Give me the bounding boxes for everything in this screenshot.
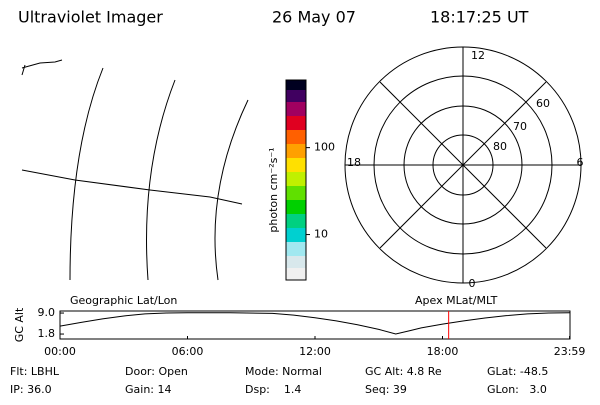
status: Seq: 39 <box>365 383 407 396</box>
lat-label: 80 <box>493 140 507 153</box>
y-tick-label: 1.8 <box>38 327 56 340</box>
altitude-line <box>59 312 570 335</box>
x-tick-label: 23:59 <box>554 345 586 358</box>
colorbar-tick-label: 10 <box>314 228 328 241</box>
mlt-label: 18 <box>347 156 361 169</box>
colorbar <box>285 79 307 281</box>
y-tick-label: 9.0 <box>38 306 56 319</box>
status: Mode: Normal <box>245 365 322 378</box>
status: Flt: LBHL <box>10 365 60 378</box>
title: Ultraviolet Imager <box>18 8 163 27</box>
status-bar: Flt: LBHL IP: 36.0 Door: Open Gain: 14 M… <box>10 365 548 396</box>
date: 26 May 07 <box>272 8 356 27</box>
lat-label: 60 <box>536 97 550 110</box>
x-tick-label: 00:00 <box>44 345 76 358</box>
polar-grid <box>344 46 582 284</box>
status: Gain: 14 <box>125 383 172 396</box>
mlt-label: 6 <box>577 156 584 169</box>
mlt-label: 12 <box>471 49 485 62</box>
y-axis-label: GC Alt <box>13 307 26 342</box>
status: IP: 36.0 <box>10 383 52 396</box>
x-tick-label: 06:00 <box>172 345 204 358</box>
status: GC Alt: 4.8 Re <box>365 365 442 378</box>
time: 18:17:25 UT <box>430 8 529 27</box>
map-grid <box>21 59 249 281</box>
left-label: Geographic Lat/Lon <box>70 294 177 307</box>
colorbar-label: photon cm⁻²s⁻¹ <box>267 147 280 232</box>
x-tick-label: 18:00 <box>427 345 459 358</box>
x-tick-label: 12:00 <box>299 345 331 358</box>
right-label: Apex MLat/MLT <box>415 294 498 307</box>
status: GLat: -48.5 <box>487 365 548 378</box>
status: Dsp: 1.4 <box>245 383 301 396</box>
status: Door: Open <box>125 365 188 378</box>
lat-label: 70 <box>513 120 527 133</box>
status: GLon: 3.0 <box>487 383 547 396</box>
mlt-label: 0 <box>469 277 476 290</box>
colorbar-tick-label: 100 <box>314 141 335 154</box>
